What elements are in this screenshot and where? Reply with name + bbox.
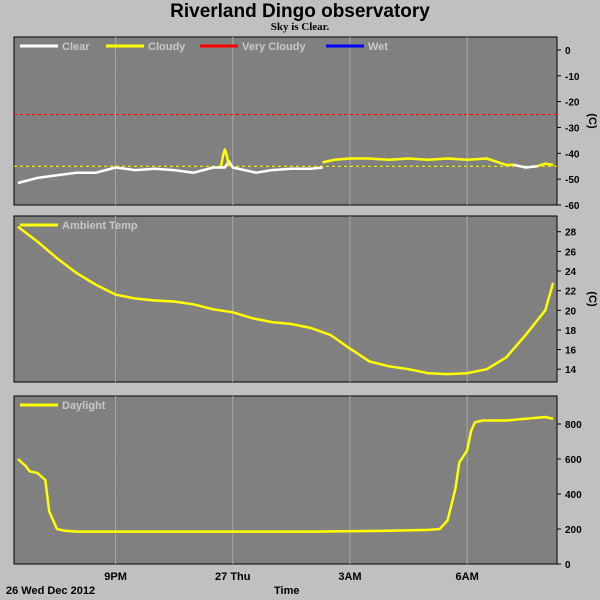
chart-panel-1 bbox=[13, 36, 561, 206]
y-tick-label: 22 bbox=[565, 287, 577, 298]
y-tick-label: 0 bbox=[565, 46, 571, 57]
y-axis-label: (C) bbox=[586, 291, 598, 307]
legend-label: Ambient Temp bbox=[62, 220, 138, 232]
y-tick-label: 200 bbox=[565, 525, 582, 536]
legend-label: Wet bbox=[368, 41, 388, 53]
legend-label: Very Cloudy bbox=[242, 41, 306, 53]
x-tick-label: 6AM bbox=[456, 571, 479, 583]
plot-area bbox=[13, 395, 558, 565]
y-tick-label: 20 bbox=[565, 306, 577, 317]
y-tick-label: 800 bbox=[565, 420, 582, 431]
x-tick-label: 3AM bbox=[338, 571, 361, 583]
date-label: 26 Wed Dec 2012 bbox=[6, 585, 96, 597]
y-tick-label: -60 bbox=[565, 201, 580, 212]
series-line-cloudy bbox=[322, 157, 514, 167]
y-axis-label: (C) bbox=[586, 113, 598, 129]
y-tick-label: -40 bbox=[565, 149, 580, 160]
y-tick-label: -10 bbox=[565, 72, 580, 83]
series-line-clear bbox=[17, 159, 323, 185]
series-line-ambient-temp bbox=[17, 225, 555, 376]
y-tick-label: -20 bbox=[565, 98, 580, 109]
legend-label: Cloudy bbox=[148, 41, 186, 53]
y-tick-label: 26 bbox=[565, 247, 577, 258]
series-line-cloudy bbox=[219, 148, 231, 167]
x-tick-label: 27 Thu bbox=[215, 571, 250, 583]
plot-area bbox=[13, 36, 558, 206]
plot-area bbox=[13, 215, 558, 383]
y-tick-label: -30 bbox=[565, 123, 580, 134]
y-tick-label: 24 bbox=[565, 267, 577, 278]
x-tick-label: 9PM bbox=[104, 571, 127, 583]
page-title: Riverland Dingo observatory bbox=[170, 1, 430, 22]
series-line-clear bbox=[513, 163, 538, 169]
y-tick-label: 18 bbox=[565, 326, 577, 337]
legend-label: Clear bbox=[62, 41, 90, 53]
y-tick-label: 28 bbox=[565, 228, 577, 239]
y-tick-label: 14 bbox=[565, 365, 577, 376]
series-line-cloudy bbox=[537, 162, 554, 168]
legend-label: Daylight bbox=[62, 400, 106, 412]
chart-panel-2 bbox=[13, 215, 561, 383]
y-tick-label: 0 bbox=[565, 560, 571, 571]
sky-status-subtitle: Sky is Clear. bbox=[270, 21, 330, 33]
y-tick-label: -50 bbox=[565, 175, 580, 186]
x-axis-label: Time bbox=[274, 585, 300, 597]
series-line-daylight bbox=[17, 415, 554, 533]
chart-panel-3 bbox=[13, 395, 561, 565]
y-tick-label: 400 bbox=[565, 490, 582, 501]
y-tick-label: 16 bbox=[565, 346, 577, 357]
y-tick-label: 600 bbox=[565, 455, 582, 466]
